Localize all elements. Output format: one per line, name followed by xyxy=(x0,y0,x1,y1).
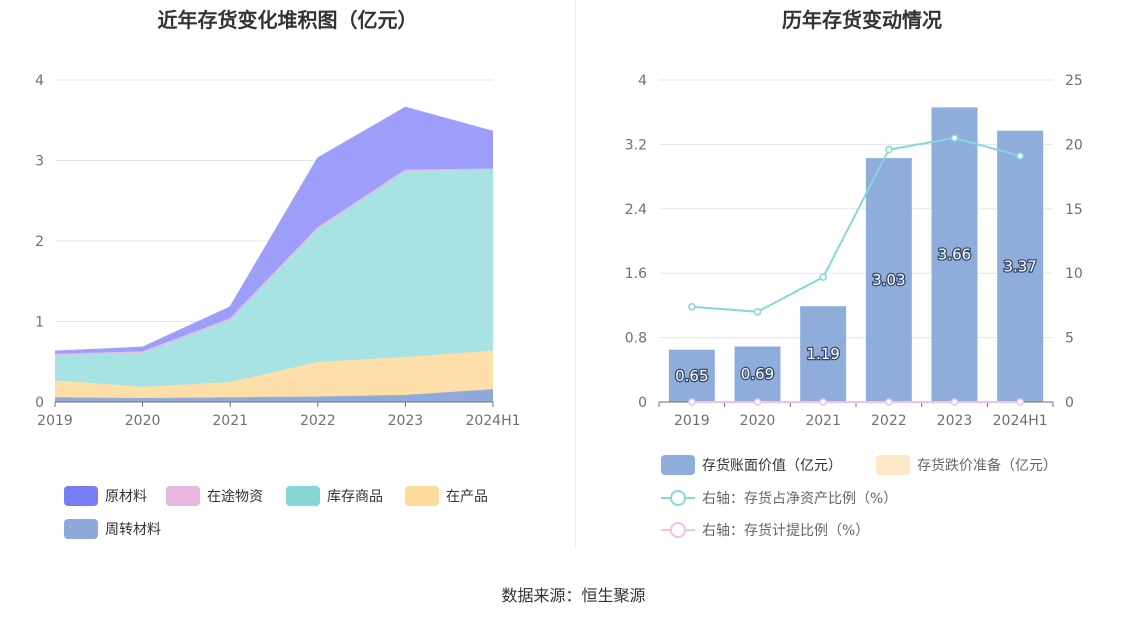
bar-line-panel: 历年存货变动情况 0 0.8 1.6 2.4 3.2 4 0 5 10 15 20 25 2019 202… xyxy=(577,0,1147,560)
provision-ratio-point-2022 xyxy=(885,398,893,406)
provision-ratio-point-2021 xyxy=(819,398,827,406)
net-asset-ratio-point-2024h1 xyxy=(1016,152,1024,160)
bar-2024h1 xyxy=(997,130,1044,402)
bar-2020 xyxy=(734,346,781,402)
y-tick-label: 2 xyxy=(35,234,44,250)
legend-label: 原材料 xyxy=(105,489,147,505)
x-tick-label-2022: 2022 xyxy=(871,413,907,429)
x-tick-label-2022: 2022 xyxy=(300,413,336,429)
legend-label: 周转材料 xyxy=(105,522,161,538)
legend-item[interactable]: 在途物资 xyxy=(166,486,263,506)
legend-swatch xyxy=(286,486,320,506)
y-left-tick-label: 4 xyxy=(638,73,647,89)
legend-item[interactable]: 在产品 xyxy=(405,486,488,506)
net-asset-ratio-point-2021 xyxy=(819,273,827,281)
legend-item[interactable]: 存货账面价值（亿元） xyxy=(661,455,842,475)
legend-label: 在途物资 xyxy=(207,489,263,505)
legend-marker xyxy=(670,522,686,538)
legend-swatch xyxy=(166,486,200,506)
bar-2021 xyxy=(800,306,847,402)
legend-swatch xyxy=(405,486,439,506)
legend-label: 库存商品 xyxy=(327,489,383,505)
y-tick-label: 0 xyxy=(35,395,44,411)
provision-ratio-point-2023 xyxy=(950,398,959,406)
y-left-tick-label: 2.4 xyxy=(625,202,647,218)
y-left-tick-label: 1.6 xyxy=(625,266,647,282)
legend-label: 在产品 xyxy=(446,489,488,505)
stacked-area-panel: 近年存货变化堆积图（亿元） 0 1 2 3 4 2019 2020 2021 2022 2023 2… xyxy=(0,0,575,560)
legend-swatch xyxy=(661,455,695,475)
x-tick-label-2020: 2020 xyxy=(125,413,161,429)
legend-item[interactable]: 存货跌价准备（亿元） xyxy=(876,455,1057,475)
x-tick-label-2021: 2021 xyxy=(805,413,841,429)
right-chart-title: 历年存货变动情况 xyxy=(782,8,942,32)
legend-swatch xyxy=(876,455,910,475)
bar-2019 xyxy=(668,349,715,402)
y-right-tick-label: 0 xyxy=(1065,395,1074,411)
bar-2022 xyxy=(865,158,912,402)
area-series-5 xyxy=(55,107,493,355)
y-tick-label: 4 xyxy=(35,73,44,89)
panel-divider xyxy=(575,0,576,548)
x-tick-label-2021: 2021 xyxy=(212,413,248,429)
net-asset-ratio-point-2022 xyxy=(885,145,893,154)
area-series-edge-1 xyxy=(54,389,494,400)
legend-item[interactable]: 库存商品 xyxy=(286,486,383,506)
net-asset-ratio-point-2019 xyxy=(688,302,696,311)
legend-item[interactable]: 周转材料 xyxy=(64,519,161,539)
y-tick-label: 1 xyxy=(35,315,44,331)
y-right-tick-label: 15 xyxy=(1065,202,1083,218)
left-chart-title: 近年存货变化堆积图（亿元） xyxy=(157,8,418,32)
bar-value-label-2023: 3.66 xyxy=(938,246,971,264)
x-tick-label-2023: 2023 xyxy=(388,413,424,429)
stacked-area-chart: 0 1 2 3 4 2019 2020 2021 2022 2023 2024H1 xyxy=(35,73,520,429)
area-series-edge-4 xyxy=(54,168,494,356)
bar-value-label-2019: 0.65 xyxy=(675,367,708,385)
bar-value-label-2021: 1.19 xyxy=(806,345,839,363)
x-tick-label-2023: 2023 xyxy=(937,413,973,429)
y-right-tick-label: 25 xyxy=(1065,73,1083,89)
y-right-tick-label: 20 xyxy=(1065,137,1083,153)
y-left-tick-label: 0 xyxy=(638,395,647,411)
legend-label: 存货跌价准备（亿元） xyxy=(917,458,1057,474)
y-left-tick-label: 0.8 xyxy=(625,331,647,347)
legend-swatch xyxy=(64,519,98,539)
data-source-note: 数据来源：恒生聚源 xyxy=(501,586,646,605)
provision-ratio-point-2020 xyxy=(753,398,762,406)
area-series-edge-2 xyxy=(54,350,494,389)
legend-label: 存货账面价值（亿元） xyxy=(702,458,842,474)
provision-ratio-point-2024h1 xyxy=(1016,398,1024,406)
x-tick-label-2019: 2019 xyxy=(674,413,710,429)
inventory-net-asset-ratio-line xyxy=(691,136,1021,313)
bar-2023 xyxy=(931,107,978,403)
bar-line-chart: 0 0.8 1.6 2.4 3.2 4 0 5 10 15 20 25 2019 2020 2021 2022… xyxy=(625,73,1083,429)
legend-item[interactable]: 右轴：存货占净资产比例（%） xyxy=(661,488,897,508)
provision-ratio-point-2019 xyxy=(688,398,696,406)
legend-swatch xyxy=(64,486,98,506)
legend-swatch xyxy=(661,520,695,540)
bar-value-label-2020: 0.69 xyxy=(741,365,774,383)
x-tick-label-2019: 2019 xyxy=(37,413,73,429)
legend-swatch xyxy=(661,488,695,508)
legend-marker xyxy=(670,490,686,506)
bar-value-label-2022: 3.03 xyxy=(872,271,905,289)
legend-label: 右轴：存货计提比例（%） xyxy=(702,523,870,539)
legend-item[interactable]: 右轴：存货计提比例（%） xyxy=(661,520,869,540)
legend-label: 右轴：存货占净资产比例（%） xyxy=(702,491,898,507)
y-left-tick-label: 3.2 xyxy=(625,137,647,153)
legend-item[interactable]: 原材料 xyxy=(64,486,147,506)
net-asset-ratio-point-2023 xyxy=(950,134,959,142)
area-series-3 xyxy=(55,169,493,388)
y-right-tick-label: 5 xyxy=(1065,331,1074,347)
x-tick-label-2020: 2020 xyxy=(740,413,776,429)
area-series-edge-5 xyxy=(54,106,494,353)
bar-value-label-2024h1: 3.37 xyxy=(1003,257,1036,275)
net-asset-ratio-point-2020 xyxy=(753,308,762,316)
x-tick-label-2024h1: 2024H1 xyxy=(993,413,1048,429)
x-tick-label-2024h1: 2024H1 xyxy=(465,413,520,429)
y-tick-label: 3 xyxy=(35,154,44,170)
y-right-tick-label: 10 xyxy=(1065,266,1083,282)
